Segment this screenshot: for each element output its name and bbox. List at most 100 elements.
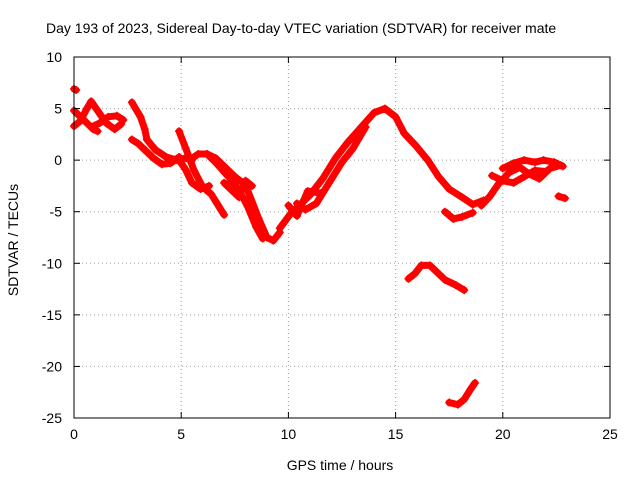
data-point (275, 224, 284, 233)
data-point (110, 125, 119, 134)
series-line (70, 97, 125, 133)
data-point (93, 106, 102, 115)
data-point (458, 212, 467, 221)
data-series-arc-18 (488, 166, 550, 187)
data-point (440, 207, 449, 216)
data-point (554, 192, 563, 201)
data-point (185, 156, 194, 165)
data-point (269, 236, 278, 245)
data-point (151, 145, 160, 154)
data-point (404, 274, 413, 283)
data-point (445, 398, 454, 407)
data-point (410, 269, 419, 278)
data-point (252, 223, 261, 232)
y-tick-labels: -25 -20 -15 -10 -5 0 5 10 (42, 49, 62, 426)
data-series-arc-7 (175, 127, 229, 219)
data-point (520, 172, 529, 181)
data-point (498, 164, 507, 173)
data-point (316, 189, 325, 198)
data-point (348, 144, 357, 153)
data-series (70, 84, 569, 409)
data-point (72, 86, 81, 95)
data-point (140, 125, 149, 134)
x-tick-label: 20 (495, 426, 511, 442)
data-point (196, 185, 205, 194)
data-point (560, 194, 569, 203)
data-point (468, 208, 477, 217)
data-point (380, 104, 389, 113)
x-tick-labels: 0 5 10 15 20 25 (70, 426, 618, 442)
data-point (140, 145, 149, 154)
data-point (104, 112, 113, 121)
x-tick-label: 10 (281, 426, 297, 442)
data-point (194, 149, 203, 158)
data-point (134, 139, 143, 148)
data-point (558, 162, 567, 171)
data-point (119, 115, 128, 124)
data-point (417, 261, 426, 270)
data-series-arc-20 (404, 261, 469, 295)
data-series-arc-11 (220, 176, 256, 202)
data-point (149, 154, 158, 163)
data-point (166, 159, 175, 168)
data-point (284, 201, 293, 210)
data-point (488, 171, 497, 180)
data-point (338, 158, 346, 167)
data-point (258, 234, 267, 243)
x-tick-label: 5 (177, 426, 185, 442)
data-point (434, 172, 443, 181)
x-axis-label: GPS time / hours (287, 457, 394, 473)
x-tick-label: 25 (602, 426, 618, 442)
data-point (93, 127, 102, 136)
data-point (82, 119, 91, 128)
data-point (477, 201, 486, 210)
data-point (303, 187, 312, 196)
y-axis-label: SDTVAR / TECUs (5, 184, 21, 296)
data-series-arc-1 (70, 84, 81, 95)
data-point (460, 286, 469, 295)
y-tick-label: -5 (50, 204, 63, 220)
y-tick-label: 5 (54, 101, 62, 117)
data-point (470, 378, 479, 387)
data-point (425, 261, 434, 270)
data-point (498, 176, 507, 185)
data-point (509, 178, 518, 187)
data-series-arc-13 (292, 123, 370, 214)
data-point (175, 127, 184, 136)
data-point (127, 135, 136, 144)
data-series-arc-19 (554, 192, 569, 203)
series-line (404, 261, 468, 294)
data-point (235, 193, 244, 202)
data-point (190, 166, 199, 175)
data-point (432, 267, 441, 276)
data-point (361, 123, 370, 132)
data-point (213, 200, 222, 209)
data-point (466, 385, 475, 394)
data-point (312, 199, 321, 208)
data-point (325, 178, 334, 187)
data-point (162, 153, 171, 162)
grid (74, 57, 610, 418)
data-point (112, 111, 121, 120)
data-point (530, 158, 539, 167)
data-point (535, 174, 544, 183)
y-tick-label: -25 (42, 410, 62, 426)
data-point (181, 165, 190, 174)
data-point (241, 176, 250, 185)
data-point (76, 116, 85, 125)
data-point (95, 119, 104, 128)
data-series-arc-4 (87, 111, 128, 132)
data-point (370, 108, 379, 117)
series-line (284, 187, 325, 220)
data-series-arc-15 (440, 207, 477, 223)
data-point (136, 112, 145, 121)
data-point (82, 104, 91, 113)
data-point (247, 181, 256, 190)
y-tick-label: 0 (54, 152, 62, 168)
y-tick-label: 10 (46, 49, 62, 65)
data-series-arc-21 (445, 378, 479, 409)
data-point (157, 160, 166, 169)
data-point (451, 280, 460, 289)
data-point (202, 149, 211, 158)
